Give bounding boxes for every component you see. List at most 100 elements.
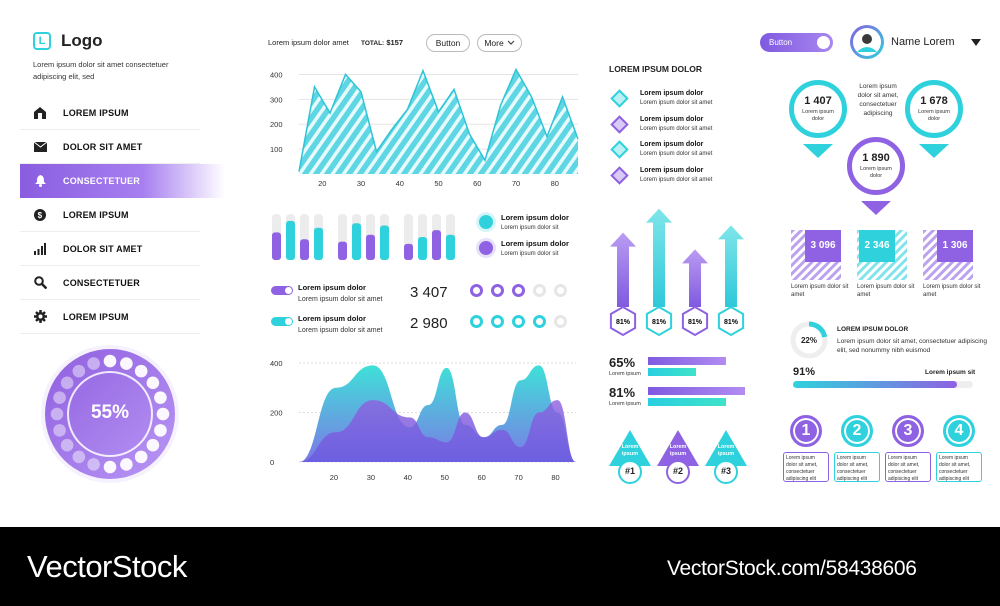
list-title: Lorem ipsum dolor [640, 90, 704, 97]
toggle-button-label: Button [769, 38, 793, 47]
pin-value: 1 890 [862, 152, 890, 164]
arrow-label: 81% [652, 319, 667, 326]
toggle-knob [285, 287, 292, 294]
sidebar-item-label: LOREM IPSUM [63, 107, 129, 118]
y-tick: 200 [270, 408, 283, 417]
step-circle[interactable]: 2 [841, 415, 873, 447]
pin-circle [905, 80, 963, 138]
arrow-bar [646, 208, 672, 307]
pin-sub: Lorem ipsum dolor [918, 109, 950, 122]
wave-area-chart: 0 200 400 20 30 40 50 60 70 80 [270, 359, 576, 482]
area-series [299, 69, 578, 174]
pin-pointer [803, 144, 833, 158]
sidebar-item-label: LOREM IPSUM [63, 311, 129, 322]
list-sub: Lorem ipsum dolor sit amet [640, 151, 713, 157]
mini-bar [338, 241, 347, 260]
sidebar-item-6[interactable]: CONSECTETUER [20, 266, 200, 300]
pin-text: Lorem ipsum dolor sit amet, consectetuer… [857, 83, 899, 117]
list-title: Lorem ipsum dolor [640, 141, 704, 148]
mini-bar [272, 232, 281, 260]
arrow-bar [682, 249, 708, 307]
toggle-button[interactable]: Button [760, 33, 833, 52]
dial-dot [53, 424, 66, 437]
progress-dial: 55% [41, 345, 179, 483]
step-circle[interactable]: 3 [892, 415, 924, 447]
sidebar-item-3[interactable]: CONSECTETUER [20, 164, 225, 198]
triangle-circle [618, 460, 642, 484]
more-dropdown[interactable]: More [477, 34, 522, 52]
triangle-circle [666, 460, 690, 484]
diamond-icon [610, 89, 629, 108]
sidebar-item-7[interactable]: LOREM IPSUM [20, 300, 200, 334]
arrow-label: 81% [688, 319, 703, 326]
row-sub: Lorem ipsum dolor sit amet [298, 327, 383, 334]
donut-label: 22% [800, 336, 817, 345]
rating-circle [470, 284, 483, 297]
tagline: Lorem ipsum dolor sit amet consectetuer … [33, 59, 168, 83]
triangle-shape [657, 430, 699, 466]
legend-sub: Lorem ipsum dolor sit [501, 251, 559, 257]
arrow-hexagon [609, 305, 637, 337]
dial-dot [146, 376, 160, 390]
mini-bar [286, 220, 295, 260]
x-tick: 70 [514, 473, 522, 482]
y-tick: 400 [270, 70, 283, 79]
dial-dot [134, 364, 148, 378]
triangle-shape [609, 430, 651, 466]
avatar[interactable] [850, 25, 884, 59]
dial-dot [154, 424, 167, 437]
row-toggle[interactable] [271, 286, 293, 295]
diamond-icon [610, 140, 629, 159]
progress-track [793, 381, 973, 388]
donut-chart [790, 321, 828, 359]
sidebar-item-5[interactable]: DOLOR SIT AMET [20, 232, 200, 266]
triangle-tag: #2 [672, 466, 683, 476]
row-title: Lorem ipsum dolor [298, 283, 366, 292]
step-text: Lorem ipsum dolor sit amet, consectetuer… [783, 452, 829, 482]
sidebar-item-2[interactable]: DOLOR SIT AMET [20, 130, 200, 164]
sidebar-item-4[interactable]: $ LOREM IPSUM [20, 198, 200, 232]
square-sub: Lorem ipsum dolor sit amet [923, 284, 981, 298]
mini-bar [432, 230, 441, 260]
caret-down-icon[interactable] [971, 39, 981, 46]
stat-square [857, 230, 907, 280]
rating-circle [491, 284, 504, 297]
y-tick: 0 [270, 458, 274, 467]
dial-dot [60, 376, 74, 390]
dial-dot [53, 391, 66, 404]
y-tick: 300 [270, 95, 283, 104]
home-icon [33, 106, 47, 120]
dial-dot [154, 391, 167, 404]
sidebar-item-label: CONSECTETUER [63, 277, 140, 288]
step-circle[interactable]: 1 [790, 415, 822, 447]
list-title: Lorem ipsum dolor [640, 166, 704, 174]
x-tick: 80 [551, 179, 559, 188]
triangle-badge [705, 430, 747, 484]
dial-dot [120, 458, 133, 471]
triangle-tag: #3 [720, 466, 731, 476]
square-value: 3 096 [810, 240, 836, 251]
rating-circle [533, 315, 546, 328]
arrow-hexagon [645, 305, 673, 337]
x-tick: 20 [330, 473, 338, 482]
sidebar-item-1[interactable]: LOREM IPSUM [20, 96, 200, 130]
y-tick: 100 [270, 145, 283, 154]
progress-fill [793, 381, 957, 388]
pin-pointer [861, 201, 891, 215]
x-tick: 30 [357, 179, 365, 188]
row-toggle[interactable] [271, 317, 293, 326]
rating-circle [491, 315, 504, 328]
user-name[interactable]: Name Lorem [891, 36, 955, 48]
list-sub: Lorem ipsum dolor sit amet [640, 125, 713, 132]
dial-dot [120, 357, 133, 370]
pin-value: 1 407 [804, 95, 832, 107]
step-circle[interactable]: 4 [943, 415, 975, 447]
arrow-hexagon [717, 305, 745, 337]
mini-bar [418, 237, 427, 260]
dial-dot [87, 458, 100, 471]
footer-url: VectorStock.com/58438606 [667, 557, 917, 580]
header-button[interactable]: Button [426, 34, 470, 52]
x-tick: 40 [404, 473, 412, 482]
progress-text: Lorem ipsum sit [925, 369, 976, 376]
row-title: Lorem ipsum dolor [298, 314, 366, 323]
